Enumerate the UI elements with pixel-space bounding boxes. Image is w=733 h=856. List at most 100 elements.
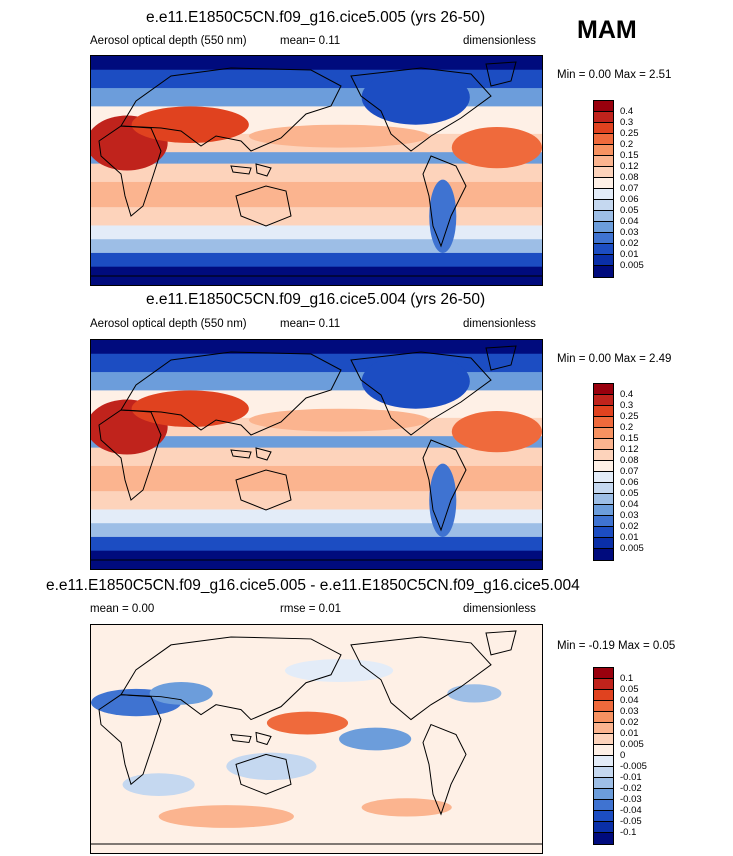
aod-band [91, 509, 542, 525]
mean-label: mean= 0.11 [280, 318, 341, 330]
colorbar-tick-label: 0.05 [620, 684, 639, 695]
coastline [485, 345, 517, 371]
coastline [235, 469, 292, 511]
coastline [120, 67, 342, 152]
aod-band [91, 207, 542, 227]
colorbar-cell [594, 833, 613, 844]
aod-band [91, 372, 542, 392]
colorbar-tick-label: 0.4 [620, 389, 634, 400]
colorbar-cell [594, 101, 613, 112]
coastline [230, 733, 252, 744]
colorbar-tick-label: 0.01 [620, 249, 639, 260]
colorbar-tick-label: -0.1 [620, 827, 637, 838]
colorbar-tick-label: 0.005 [620, 543, 644, 554]
coastline [255, 447, 272, 461]
colorbar-cell [594, 538, 613, 549]
coastline [230, 449, 252, 459]
colorbar-cell [594, 549, 613, 560]
colorbar-cell [594, 428, 613, 439]
colorbar-cell [594, 134, 613, 145]
colorbar-cell [594, 178, 613, 189]
colorbar-cell [594, 668, 613, 679]
rmse-label: rmse = 0.01 [280, 603, 342, 615]
coastlines [91, 630, 542, 845]
clean-region [361, 69, 470, 125]
colorbar-cell [594, 745, 613, 756]
colorbar [593, 100, 614, 278]
colorbar-cell [594, 450, 613, 461]
diff-anomaly [122, 773, 195, 796]
colorbar-cell [594, 406, 613, 417]
diff-anomaly [361, 798, 452, 817]
colorbar-cell [594, 494, 613, 505]
colorbar [593, 383, 614, 561]
variable-label: Aerosol optical depth (550 nm) [90, 35, 247, 47]
colorbar-tick-label: 0.1 [620, 673, 634, 684]
colorbar-tick-label: -0.02 [620, 783, 642, 794]
diff-anomaly [447, 684, 502, 703]
aod-band [91, 523, 542, 538]
colorbar-tick-label: 0.05 [620, 205, 639, 216]
colorbar-tick-label: 0.07 [620, 183, 639, 194]
diff-anomaly [339, 727, 412, 751]
colorbar-cell [594, 712, 613, 723]
diff-anomaly [226, 752, 317, 781]
colorbar-cell [594, 200, 613, 211]
minmax-label: Min = 0.00 Max = 2.51 [557, 69, 672, 81]
coastline [120, 351, 342, 436]
season-label: MAM [577, 16, 637, 44]
aod-band [91, 536, 542, 552]
colorbar-cell [594, 701, 613, 712]
colorbar-cell [594, 233, 613, 244]
colorbar-cell [594, 789, 613, 800]
colorbar-tick-label: 0.04 [620, 499, 639, 510]
coastline [230, 165, 252, 175]
aod-band [91, 491, 542, 511]
dust-plume [451, 410, 542, 453]
colorbar-tick-label: -0.05 [620, 816, 642, 827]
coastline [255, 731, 272, 746]
aod-band [91, 447, 542, 467]
coastline [422, 155, 467, 248]
colorbar-tick-label: 0.3 [620, 117, 634, 128]
aod-band [91, 465, 542, 493]
dust-plume [131, 106, 249, 144]
colorbar-tick-label: 0.01 [620, 532, 639, 543]
coastline [120, 636, 342, 721]
colorbar-cell [594, 439, 613, 450]
colorbar-cell [594, 266, 613, 277]
colorbar-cell [594, 167, 613, 178]
colorbar [593, 667, 614, 845]
colorbar-tick-label: 0.04 [620, 695, 639, 706]
coastlines [91, 345, 542, 561]
dust-plume [451, 126, 542, 169]
colorbar-tick-label: 0.03 [620, 706, 639, 717]
diff-background [91, 625, 542, 853]
colorbar-cell [594, 822, 613, 833]
colorbar-tick-label: 0.08 [620, 455, 639, 466]
map-svg [91, 625, 542, 853]
colorbar-tick-label: 0 [620, 750, 626, 761]
coastline [422, 723, 467, 816]
aod-band [91, 181, 542, 209]
colorbar-tick-label: 0.4 [620, 106, 634, 117]
colorbar-cell [594, 384, 613, 395]
coastlines [91, 61, 542, 277]
aod-band [91, 56, 542, 71]
diff-anomaly [149, 682, 213, 705]
colorbar-tick-label: 0.01 [620, 728, 639, 739]
colorbar-tick-label: 0.08 [620, 172, 639, 183]
dust-plume [131, 390, 249, 428]
colorbar-cell [594, 417, 613, 428]
units-label: dimensionless [463, 318, 536, 330]
colorbar-cell [594, 723, 613, 734]
colorbar-cell [594, 395, 613, 406]
colorbar-cell [594, 483, 613, 494]
colorbar-tick-label: 0.02 [620, 238, 639, 249]
coastline [485, 61, 517, 87]
colorbar-tick-label: 0.25 [620, 411, 639, 422]
colorbar-tick-label: -0.03 [620, 794, 642, 805]
minmax-label: Min = -0.19 Max = 0.05 [557, 640, 676, 652]
units-label: dimensionless [463, 35, 536, 47]
panel-title: e.e11.E1850C5CN.f09_g16.cice5.005 - e.e1… [46, 577, 580, 594]
